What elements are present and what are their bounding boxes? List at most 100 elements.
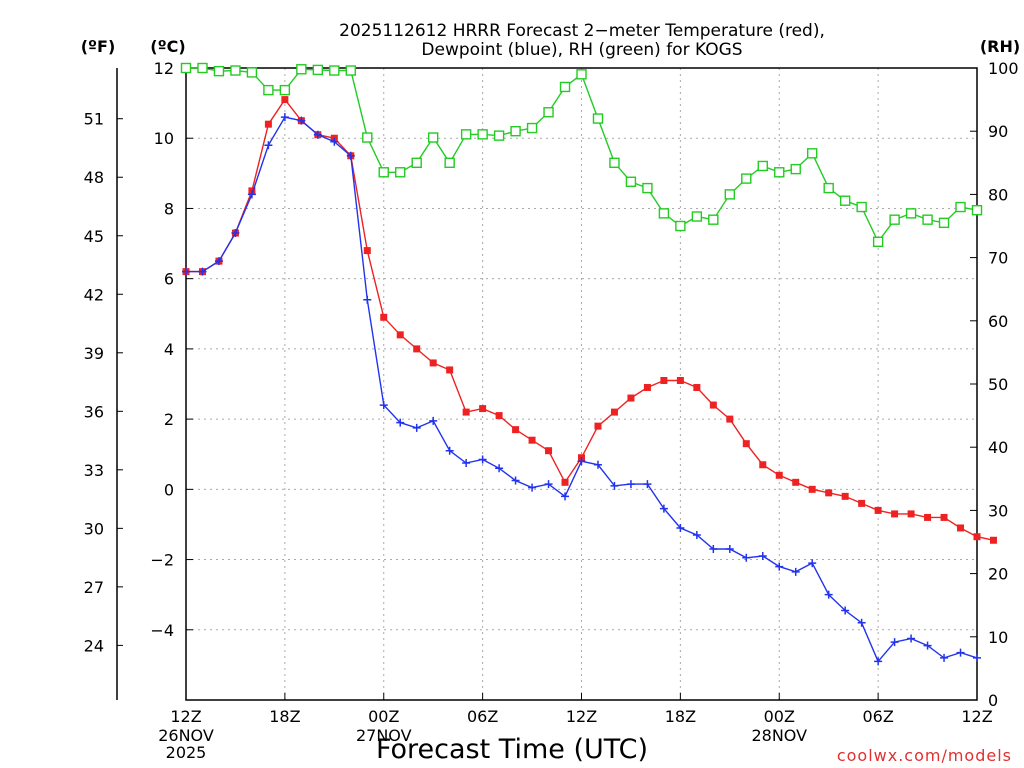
data-point <box>280 113 289 122</box>
data-point <box>413 345 421 353</box>
data-point <box>230 65 241 76</box>
rh-unit-label: (RH) <box>980 37 1020 56</box>
celsius-tick-label: 6 <box>164 270 174 289</box>
data-point <box>380 313 388 321</box>
data-point <box>956 648 965 657</box>
data-point <box>264 141 273 150</box>
series-relative-humidity <box>180 62 983 248</box>
data-point <box>559 81 571 93</box>
data-point <box>726 415 734 423</box>
fahrenheit-tick-label: 27 <box>84 578 104 597</box>
data-point <box>973 653 981 662</box>
data-point <box>841 606 850 615</box>
data-point <box>429 359 437 367</box>
data-point <box>971 204 983 216</box>
data-point <box>857 618 866 627</box>
data-point <box>676 523 685 532</box>
data-point <box>973 533 981 541</box>
data-point <box>296 64 307 75</box>
celsius-tick-label: −2 <box>150 551 174 570</box>
data-point <box>593 460 602 469</box>
x-axis-label: Forecast Time (UTC) <box>376 734 648 765</box>
data-point <box>510 125 521 137</box>
data-point <box>545 447 553 455</box>
data-point <box>709 401 717 409</box>
data-point <box>940 653 949 662</box>
fahrenheit-tick-label: 42 <box>84 285 104 304</box>
rh-tick-label: 10 <box>988 628 1008 647</box>
rh-tick-label: 70 <box>988 249 1008 268</box>
data-point <box>874 657 883 666</box>
data-point <box>922 214 933 225</box>
data-point <box>807 148 818 159</box>
data-point <box>808 559 817 568</box>
data-point <box>446 366 454 374</box>
data-point <box>511 476 520 485</box>
data-point <box>363 295 372 304</box>
data-point <box>246 67 258 78</box>
data-point <box>231 229 240 238</box>
celsius-tick-label: 10 <box>154 129 174 148</box>
fahrenheit-tick-label: 33 <box>84 461 104 480</box>
data-point <box>839 195 851 206</box>
data-point <box>791 567 800 576</box>
rh-tick-label: 90 <box>988 122 1008 141</box>
data-point <box>395 167 406 178</box>
fahrenheit-tick-label: 39 <box>84 344 104 363</box>
data-point <box>938 217 950 229</box>
x-tick-sublabel: 28NOV <box>751 726 807 745</box>
celsius-tick-label: −4 <box>150 621 174 640</box>
x-tick-sublabel: 2025 <box>166 743 207 762</box>
data-point <box>411 157 422 169</box>
data-point <box>825 489 833 497</box>
data-point <box>626 480 635 489</box>
data-point <box>478 455 487 464</box>
data-point <box>346 151 355 160</box>
data-point <box>643 384 651 392</box>
data-point <box>775 471 783 479</box>
data-point <box>872 236 884 248</box>
data-point <box>989 536 997 544</box>
watermark: coolwx.com/models <box>837 746 1012 765</box>
x-tick-label: 12Z <box>170 707 201 726</box>
data-point <box>792 478 800 486</box>
celsius-tick-label: 8 <box>164 199 174 218</box>
series-layer <box>180 62 997 666</box>
data-point <box>528 483 537 492</box>
data-point <box>247 190 256 199</box>
data-point <box>609 157 620 169</box>
celsius-tick-label: 12 <box>154 59 174 78</box>
data-point <box>378 167 389 178</box>
celsius-unit-label: (ºC) <box>150 37 185 56</box>
data-point <box>526 122 538 134</box>
data-point <box>462 408 470 416</box>
data-point <box>263 84 274 96</box>
data-point <box>396 418 405 427</box>
data-point <box>907 634 916 643</box>
data-point <box>312 64 324 76</box>
data-point <box>907 510 915 518</box>
data-point <box>660 376 668 384</box>
data-point <box>708 214 719 225</box>
x-tick-label: 12Z <box>566 707 597 726</box>
x-tick-label: 18Z <box>269 707 300 726</box>
rh-tick-label: 80 <box>988 185 1008 204</box>
data-point <box>477 129 488 140</box>
celsius-tick-label: 2 <box>164 410 174 429</box>
data-point <box>462 459 471 467</box>
fahrenheit-tick-label: 48 <box>84 168 104 187</box>
data-point <box>659 504 668 513</box>
data-point <box>858 499 866 507</box>
data-point <box>891 510 899 518</box>
data-point <box>742 553 751 562</box>
data-point <box>676 376 684 384</box>
data-point <box>874 506 882 514</box>
data-point <box>495 464 504 473</box>
data-point <box>197 62 208 74</box>
data-point <box>889 214 900 225</box>
data-point <box>757 160 768 172</box>
data-point <box>627 394 635 402</box>
fahrenheit-tick-label: 30 <box>84 519 104 538</box>
data-point <box>824 590 833 599</box>
